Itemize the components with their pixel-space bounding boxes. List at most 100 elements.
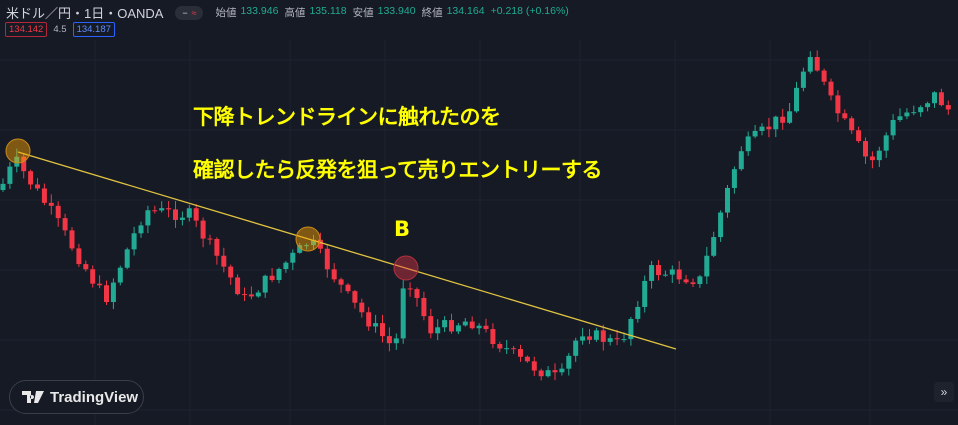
candle-body [911,112,917,114]
candle-body [476,325,482,329]
candle-body [545,370,551,377]
candle-body [566,355,572,369]
candle-body [904,112,910,117]
touch-point-marker [5,138,31,164]
candle-body [186,208,192,218]
candle-body [628,318,634,340]
candle-body [642,280,648,307]
candle-body [552,370,558,373]
candle-body [255,292,261,297]
candle-body [138,225,144,234]
legend-toggle[interactable]: − ≈ [175,5,204,20]
candle-body [649,265,655,281]
sell-button[interactable]: 134.142 [5,22,48,37]
candle-body [90,269,96,284]
candle-body [262,275,268,293]
candle-body [780,116,786,123]
candle-body [0,183,6,190]
candle-body [159,208,165,211]
candle-body [580,336,586,341]
wave-icon: ≈ [191,7,197,18]
candle-body [745,136,751,152]
candle-body [559,368,565,373]
candle-body [69,230,75,249]
candle-body [856,130,862,142]
candle-body [683,279,689,283]
candle-body [807,57,813,72]
candle-body [248,294,254,297]
candle-body [600,330,606,342]
candle-body [428,316,434,334]
candle-body [407,288,413,290]
candle-body [593,330,599,340]
candle-body [345,284,351,292]
candle-body [442,320,448,328]
close-label: 終値 [421,7,443,19]
spread: 4.5 [53,24,67,35]
candle-body [76,248,82,265]
candle-body [373,323,379,327]
candle-body [21,156,27,172]
candle-body [145,210,151,226]
open-value: 133.946 [240,5,279,17]
candle-body [483,325,489,330]
candle-body [518,349,523,357]
annotation-line-2: 確認したら反発を狙って売りエントリーする [193,158,602,182]
candle-body [290,252,296,263]
candle-body [918,107,924,113]
candle-body [711,237,717,256]
buy-button[interactable]: 134.187 [72,22,115,37]
candle-body [925,103,931,108]
candle-body [200,220,206,239]
candle-body [214,239,220,256]
candle-body [41,188,47,203]
candle-body [883,135,889,151]
candle-body [614,338,620,340]
candle-body [511,348,517,350]
double-chevron-right-icon[interactable]: » [934,382,954,402]
candle-body [524,356,530,362]
candle-body [773,116,779,130]
candle-body [828,81,834,96]
candle-body [759,126,765,131]
candle-body [55,205,61,219]
candle-body [228,266,234,278]
logo-text: TradingView [50,388,139,406]
candle-body [104,285,109,303]
annotation-line-1: 下降トレンドラインに触れたのを [193,105,501,129]
candle-body [704,255,710,277]
candle-body [338,279,344,285]
candle-body [718,212,724,238]
candle-body [7,166,13,184]
candle-body [131,233,137,250]
candle-body [414,289,420,298]
candle-body [380,323,385,337]
annotation-marker-b: B [394,217,410,241]
candle-body [731,169,737,188]
symbol-title[interactable]: 米ドル／円・1日・OANDA [6,6,164,21]
tradingview-icon [22,391,44,403]
candle-body [607,338,613,342]
candle-body [897,116,903,120]
candle-body [62,218,68,231]
candle-body [35,184,40,189]
close-value: 134.164 [446,5,485,17]
open-label: 始値 [215,7,237,19]
candle-body [787,111,793,123]
candle-body [531,361,537,371]
candle-body [842,113,848,119]
candle-body [573,340,579,356]
candle-body [938,92,944,106]
candle-body [455,325,461,332]
candle-body [662,274,668,276]
candle-body [766,126,772,130]
candle-body [421,297,427,317]
trendline [17,151,677,350]
tradingview-logo[interactable]: TradingView [9,380,144,414]
candle-body [849,118,855,131]
candle-body [738,151,744,170]
candle-body [538,370,544,377]
candle-body [752,130,758,137]
